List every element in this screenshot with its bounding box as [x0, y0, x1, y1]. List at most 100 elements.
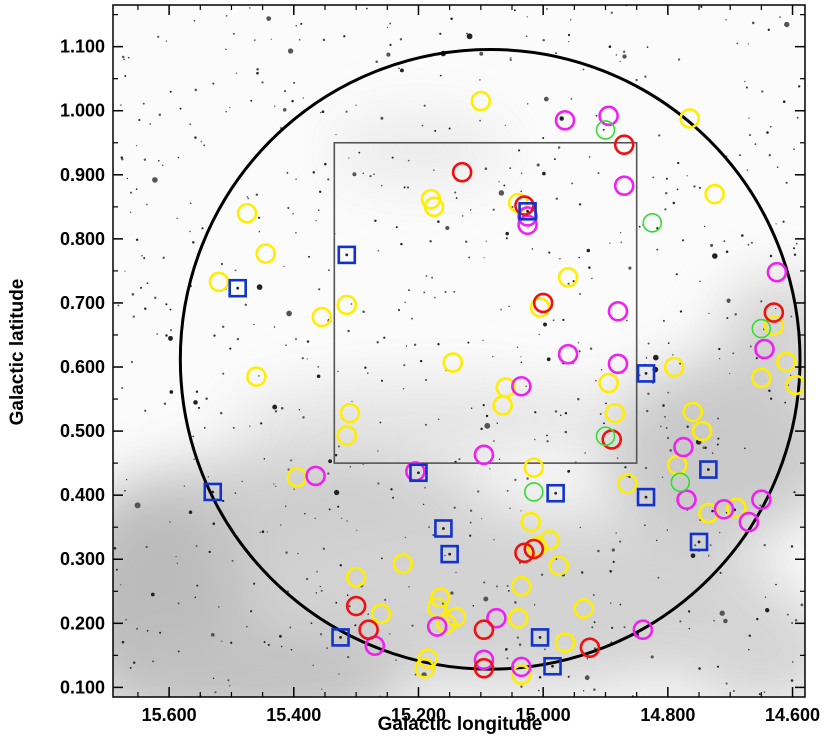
star [275, 485, 277, 487]
star [165, 40, 168, 42]
yellow-circles-marker [414, 657, 436, 679]
star [782, 220, 785, 223]
star [534, 604, 536, 606]
star [678, 58, 681, 61]
star [126, 177, 129, 180]
star [559, 414, 562, 416]
star [669, 449, 672, 452]
star [581, 571, 584, 574]
green-circles-marker [670, 472, 691, 493]
star [711, 452, 714, 454]
star [719, 610, 725, 616]
x-tick-label: 14.600 [765, 705, 820, 725]
star [579, 526, 581, 529]
star [555, 52, 557, 54]
star [468, 256, 471, 259]
star [407, 159, 410, 162]
star [232, 32, 235, 35]
star [203, 426, 206, 429]
star [212, 522, 216, 525]
star [748, 134, 752, 137]
star [389, 43, 392, 46]
star [450, 591, 454, 595]
star [327, 472, 330, 475]
star [158, 160, 160, 162]
star [156, 333, 159, 335]
yellow-circles-marker [751, 367, 772, 389]
star [603, 422, 605, 425]
star [337, 445, 340, 448]
star [403, 364, 406, 367]
star [506, 657, 509, 660]
star [650, 655, 654, 659]
star [434, 129, 437, 132]
star [150, 592, 155, 597]
star [138, 118, 141, 122]
star [328, 459, 332, 464]
star [466, 33, 473, 40]
star [615, 54, 618, 56]
blue-squares-marker [636, 364, 656, 383]
star [263, 458, 266, 460]
star [520, 361, 523, 364]
star [747, 243, 750, 246]
square-center-dot [644, 372, 648, 375]
star [120, 156, 124, 159]
star [141, 254, 143, 257]
star [124, 270, 126, 272]
star [682, 239, 685, 242]
yellow-circles-marker [370, 603, 392, 625]
square-center-dot [551, 664, 554, 668]
star [193, 400, 198, 405]
star [746, 169, 749, 171]
star [725, 250, 729, 253]
star [439, 32, 442, 35]
yellow-circles-marker [236, 202, 258, 224]
star [295, 25, 297, 27]
star [175, 555, 177, 558]
star [267, 643, 270, 646]
star [505, 237, 508, 240]
yellow-circles-marker [704, 183, 725, 205]
star [293, 488, 295, 490]
star [498, 458, 501, 460]
star [319, 585, 321, 588]
star [559, 116, 564, 121]
star [793, 491, 796, 494]
star [253, 582, 256, 585]
star [609, 570, 612, 573]
star [143, 257, 146, 260]
star [321, 688, 323, 690]
star [620, 241, 623, 244]
star [320, 111, 322, 114]
red-circles-marker [345, 595, 367, 617]
star [510, 57, 512, 59]
star [406, 186, 410, 189]
star [491, 355, 494, 358]
star [280, 645, 283, 648]
star [578, 256, 580, 259]
star [421, 124, 424, 127]
star [315, 592, 318, 594]
yellow-circles-marker [682, 401, 704, 423]
y-tick-label: 0.500 [60, 421, 105, 441]
star [286, 172, 289, 174]
star [337, 505, 340, 508]
star [317, 366, 319, 368]
star [355, 104, 357, 106]
star [612, 560, 615, 563]
star [749, 345, 752, 348]
star [520, 510, 522, 512]
red-circles-marker [763, 302, 785, 323]
star [611, 548, 615, 552]
star [176, 217, 178, 219]
star [751, 21, 755, 25]
star [196, 584, 199, 587]
star [719, 358, 721, 360]
star [285, 344, 287, 347]
square-center-dot [345, 253, 349, 257]
star [525, 35, 528, 38]
star [283, 265, 285, 268]
star [129, 211, 132, 214]
star [162, 164, 164, 166]
